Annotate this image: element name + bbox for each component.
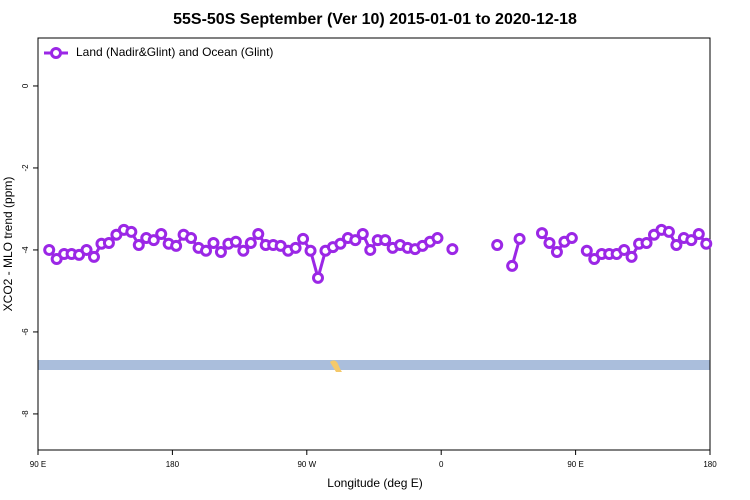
data-point	[207, 236, 220, 249]
data-point	[670, 239, 683, 252]
data-point	[692, 227, 705, 240]
y-tick-label: -2	[21, 164, 30, 172]
land-patch	[330, 360, 342, 372]
data-point	[543, 236, 556, 249]
data-point	[446, 243, 459, 256]
data-point	[356, 227, 369, 240]
data-point	[88, 250, 100, 263]
y-tick-label: -4	[21, 246, 30, 254]
data-point	[185, 232, 198, 245]
data-point	[491, 239, 504, 252]
data-point	[431, 232, 444, 245]
data-point	[102, 236, 115, 249]
data-point	[662, 225, 675, 238]
land-band	[38, 360, 710, 370]
y-tick-label: -8	[21, 410, 30, 418]
data-point	[237, 244, 250, 257]
x-tick-label: 180	[703, 460, 717, 469]
data-point	[513, 232, 526, 245]
data-point	[379, 234, 392, 247]
x-tick-label: 90 E	[567, 460, 583, 469]
data-point	[244, 236, 257, 249]
y-axis-label: XCO2 - MLO trend (ppm)	[1, 177, 15, 312]
data-point	[297, 232, 310, 245]
x-tick-label: 90 E	[30, 460, 46, 469]
data-point	[349, 234, 362, 247]
data-point	[304, 244, 317, 257]
data-point	[155, 227, 168, 240]
data-point	[312, 271, 324, 284]
data-point	[565, 232, 578, 245]
data-point	[43, 243, 56, 256]
data-point	[214, 245, 227, 258]
data-point	[685, 234, 698, 247]
x-tick-label: 0	[439, 460, 444, 469]
legend: Land (Nadir&Glint) and Ocean (Glint)	[44, 45, 273, 59]
data-point	[147, 234, 160, 247]
x-axis-label: Longitude (deg E)	[327, 476, 422, 490]
legend-label: Land (Nadir&Glint) and Ocean (Glint)	[76, 45, 273, 59]
data-point	[700, 237, 713, 250]
data-point	[550, 245, 563, 258]
data-point	[640, 236, 653, 249]
data-point	[200, 244, 212, 257]
data-point	[536, 227, 548, 240]
data-point	[506, 259, 519, 272]
data-point	[252, 227, 265, 240]
data-point	[170, 239, 183, 252]
data-point	[625, 250, 638, 263]
data-point	[334, 237, 347, 250]
data-point	[132, 239, 145, 252]
data-point	[125, 225, 138, 238]
x-tick-label: 180	[166, 460, 180, 469]
data-point	[580, 244, 593, 257]
data-point	[80, 243, 93, 256]
y-tick-label: -6	[21, 328, 30, 336]
legend-marker	[50, 47, 62, 59]
x-tick-label: 90 W	[297, 460, 316, 469]
data-point	[229, 235, 242, 248]
data-point	[364, 243, 377, 256]
chart-title: 55S-50S September (Ver 10) 2015-01-01 to…	[173, 11, 577, 28]
y-tick-label: 0	[21, 83, 30, 88]
data-point	[289, 241, 302, 254]
data-point	[618, 243, 631, 256]
